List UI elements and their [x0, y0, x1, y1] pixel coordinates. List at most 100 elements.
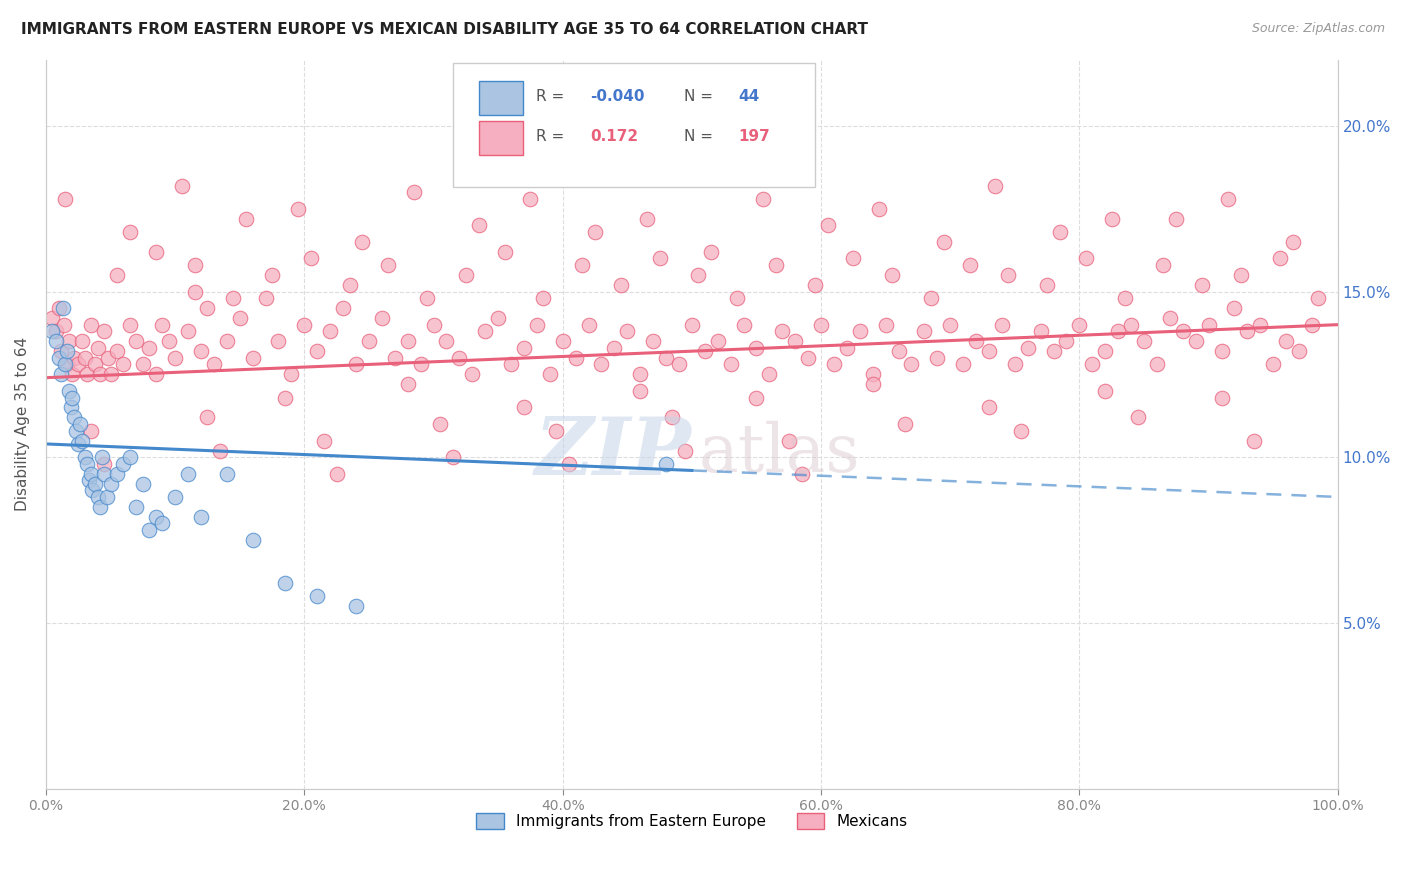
FancyBboxPatch shape — [453, 63, 814, 187]
Point — [80, 467, 103, 481]
Point — [344, 358, 367, 372]
Point — [1288, 344, 1310, 359]
Point — [1010, 424, 1032, 438]
Point — [1171, 324, 1194, 338]
Point — [1101, 211, 1123, 226]
Text: N =: N = — [685, 128, 718, 144]
Point — [519, 192, 541, 206]
Text: 197: 197 — [738, 128, 770, 144]
Point — [63, 410, 86, 425]
Point — [862, 377, 884, 392]
Point — [628, 368, 651, 382]
Point — [45, 334, 67, 349]
Point — [371, 311, 394, 326]
Point — [1268, 252, 1291, 266]
Point — [76, 368, 98, 382]
Point — [1159, 311, 1181, 326]
Point — [538, 368, 561, 382]
Point — [105, 268, 128, 282]
Text: R =: R = — [536, 88, 568, 103]
Point — [307, 344, 329, 359]
Point — [449, 351, 471, 365]
Point — [90, 450, 112, 465]
Point — [661, 410, 683, 425]
Point — [920, 291, 942, 305]
Point — [1133, 334, 1156, 349]
Text: atlas: atlas — [699, 421, 860, 486]
Point — [132, 476, 155, 491]
Point — [927, 351, 949, 365]
Point — [51, 344, 73, 359]
Point — [1146, 358, 1168, 372]
Point — [100, 368, 122, 382]
Text: ZIP: ZIP — [536, 415, 692, 492]
Point — [785, 334, 807, 349]
Point — [97, 351, 120, 365]
Point — [260, 268, 283, 282]
Point — [725, 291, 748, 305]
Point — [1042, 344, 1064, 359]
Point — [1056, 334, 1078, 349]
Point — [52, 301, 75, 315]
Point — [41, 324, 63, 338]
FancyBboxPatch shape — [478, 120, 523, 155]
Point — [67, 437, 90, 451]
Point — [422, 318, 444, 332]
Point — [319, 324, 342, 338]
Point — [112, 358, 135, 372]
Point — [733, 318, 755, 332]
Point — [770, 324, 793, 338]
Point — [86, 341, 108, 355]
Point — [628, 384, 651, 398]
Point — [344, 599, 367, 614]
Point — [242, 351, 264, 365]
Point — [835, 341, 858, 355]
Point — [170, 178, 193, 193]
Point — [307, 590, 329, 604]
Point — [1094, 344, 1116, 359]
Text: -0.040: -0.040 — [589, 88, 644, 103]
Point — [190, 509, 212, 524]
Point — [1223, 301, 1246, 315]
Text: Source: ZipAtlas.com: Source: ZipAtlas.com — [1251, 22, 1385, 36]
Point — [105, 344, 128, 359]
Point — [939, 318, 962, 332]
Point — [745, 391, 768, 405]
Point — [138, 341, 160, 355]
Point — [89, 500, 111, 514]
Point — [965, 334, 987, 349]
Point — [1301, 318, 1323, 332]
Point — [1249, 318, 1271, 332]
Point — [165, 490, 187, 504]
Point — [84, 476, 107, 491]
Point — [132, 358, 155, 372]
Point — [810, 318, 832, 332]
Point — [1263, 358, 1285, 372]
Point — [636, 211, 658, 226]
Point — [693, 344, 716, 359]
Point — [583, 225, 606, 239]
Point — [984, 178, 1007, 193]
Text: N =: N = — [685, 88, 718, 103]
Point — [86, 490, 108, 504]
Point — [436, 334, 458, 349]
Point — [752, 192, 775, 206]
Point — [1069, 318, 1091, 332]
Point — [1191, 277, 1213, 292]
Point — [63, 351, 86, 365]
Point — [55, 344, 77, 359]
Point — [900, 358, 922, 372]
Point — [93, 467, 115, 481]
Point — [183, 258, 205, 272]
Point — [197, 410, 219, 425]
Point — [165, 351, 187, 365]
Point — [105, 467, 128, 481]
Point — [409, 358, 432, 372]
Point — [118, 318, 141, 332]
Point — [235, 211, 257, 226]
Point — [1184, 334, 1206, 349]
Point — [67, 358, 90, 372]
Point — [125, 500, 148, 514]
Point — [41, 311, 63, 326]
Point — [183, 285, 205, 299]
